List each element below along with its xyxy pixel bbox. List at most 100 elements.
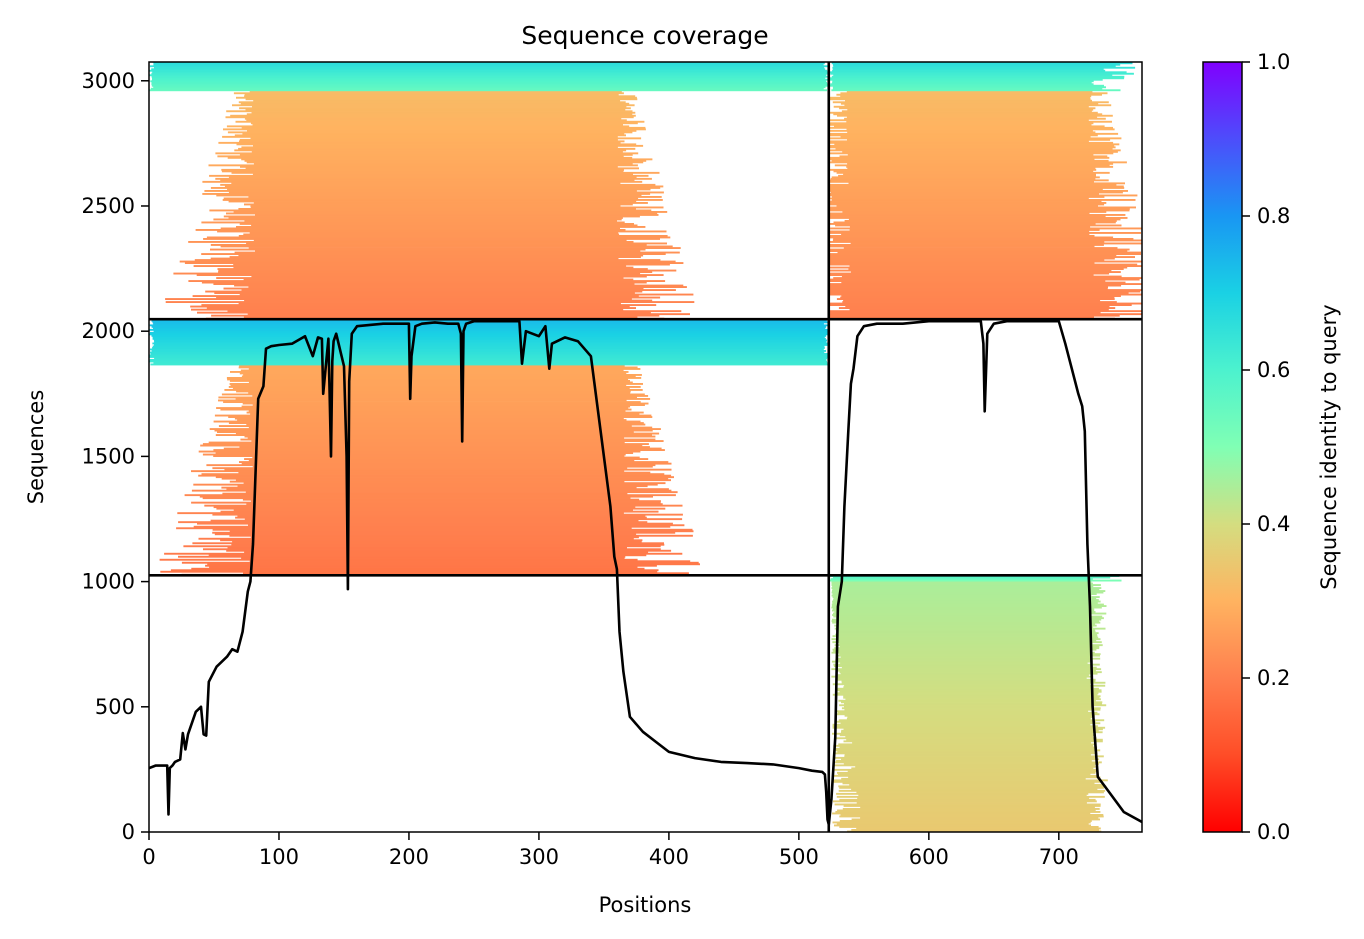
coverage-row <box>843 299 1101 302</box>
coverage-row <box>828 179 1109 182</box>
coverage-row <box>842 150 1118 153</box>
coverage-row <box>828 209 1130 212</box>
coverage-row <box>212 531 676 534</box>
coverage-row <box>239 372 627 375</box>
coverage-row <box>151 350 826 352</box>
coverage-row <box>836 669 1096 672</box>
coverage-row <box>250 206 664 209</box>
coverage-row <box>851 767 1094 770</box>
coverage-row <box>244 95 636 98</box>
coverage-row <box>833 779 1108 782</box>
coverage-row <box>828 289 1142 291</box>
coverage-row <box>839 786 1104 789</box>
coverage-row <box>837 711 1098 714</box>
coverage-row <box>221 393 645 396</box>
coverage-row <box>192 295 639 297</box>
coverage-row <box>250 205 621 207</box>
coverage-row <box>244 518 683 521</box>
coverage-row <box>833 665 1093 668</box>
coverage-row <box>239 446 650 448</box>
coverage-row <box>841 731 1103 734</box>
coverage-row <box>226 110 633 113</box>
coverage-row <box>228 386 641 388</box>
coverage-row <box>151 334 827 337</box>
coverage-row <box>201 304 657 306</box>
coverage-row <box>828 206 1136 209</box>
coverage-row <box>828 262 1095 264</box>
coverage-row <box>838 307 1116 309</box>
coverage-row <box>238 302 621 305</box>
coverage-row <box>828 183 1117 186</box>
y-tick-label: 2500 <box>82 194 135 218</box>
coverage-row <box>215 452 634 454</box>
coverage-row <box>847 716 1093 719</box>
x-axis-label: Positions <box>599 893 692 917</box>
coverage-row <box>841 680 1096 683</box>
coverage-row <box>227 310 682 313</box>
coverage-row <box>832 196 1105 198</box>
coverage-row <box>848 182 1125 185</box>
coverage-row <box>232 104 635 107</box>
coverage-row <box>252 404 645 406</box>
coverage-row <box>828 253 1141 255</box>
coverage-row <box>828 126 1113 129</box>
coverage-row <box>845 735 1093 738</box>
coverage-row <box>252 123 623 126</box>
coverage-row <box>202 497 631 500</box>
coverage-row <box>860 817 1099 819</box>
coverage-row <box>224 185 664 188</box>
coverage-row <box>844 708 1101 711</box>
coverage-row <box>230 114 636 117</box>
coverage-row <box>828 161 1127 164</box>
coverage-row <box>828 287 1108 290</box>
coverage-row <box>239 107 631 110</box>
coverage-row <box>840 656 1093 659</box>
coverage-row <box>229 380 630 382</box>
y-tick-label: 1000 <box>82 570 135 594</box>
coverage-row <box>228 176 637 179</box>
coverage-row <box>165 301 695 303</box>
coverage-row <box>235 398 651 400</box>
colorbar-tick-label: 1.0 <box>1257 50 1290 74</box>
coverage-row <box>832 683 1091 686</box>
coverage-row <box>212 528 693 531</box>
coverage-row <box>828 259 1105 261</box>
coverage-row <box>844 104 1112 107</box>
coverage-row <box>246 423 646 426</box>
coverage-row <box>251 224 638 227</box>
coverage-row <box>831 675 1093 678</box>
coverage-row <box>149 356 829 358</box>
coverage-row <box>836 630 1096 633</box>
coverage-row <box>153 362 828 364</box>
coverage-row <box>828 254 1117 257</box>
coverage-row <box>248 286 687 288</box>
coverage-row <box>149 65 829 68</box>
coverage-row <box>243 233 620 236</box>
coverage-row <box>213 449 665 451</box>
coverage-row <box>192 542 664 545</box>
coverage-row <box>150 87 824 90</box>
coverage-row <box>229 530 694 533</box>
coverage-row <box>211 314 660 317</box>
coverage-row <box>833 615 1103 618</box>
coverage-row <box>828 200 1102 203</box>
coverage-row <box>237 419 627 421</box>
coverage-row <box>837 689 1102 692</box>
coverage-row <box>150 363 828 366</box>
coverage-row <box>197 522 673 525</box>
coverage-row <box>849 229 1100 231</box>
coverage-row <box>828 250 1128 252</box>
coverage-row <box>857 797 1090 800</box>
coverage-row <box>223 447 662 450</box>
x-axis-ticks: 0 100 200 300 400 500 600 700 <box>142 832 1079 869</box>
coverage-row <box>837 251 1141 254</box>
coverage-row <box>829 84 1104 87</box>
coverage-row <box>832 821 1091 824</box>
coverage-row <box>246 161 644 164</box>
coverage-row <box>831 159 1109 162</box>
coverage-row <box>841 701 1103 704</box>
coverage-row <box>251 275 647 278</box>
coverage-row <box>243 482 666 485</box>
coverage-row <box>828 230 1090 233</box>
coverage-row <box>832 723 1091 726</box>
